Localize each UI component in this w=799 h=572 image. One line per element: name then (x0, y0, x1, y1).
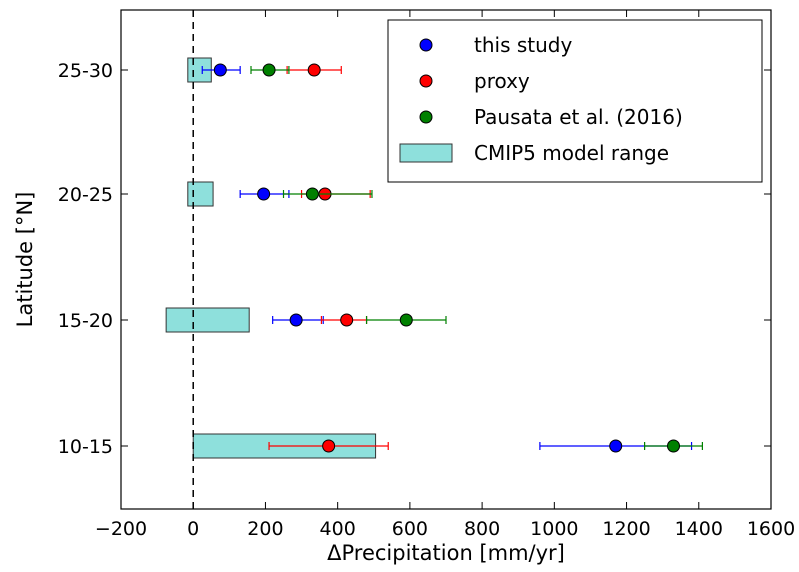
x-tick-label: 1200 (602, 518, 650, 540)
data-point (262, 63, 276, 77)
x-tick-label: 0 (187, 518, 199, 540)
data-point (667, 439, 680, 453)
legend: this study proxy Pausata et al. (2016) CMIP… (387, 19, 763, 183)
legend-marker (419, 74, 433, 88)
axis-ticks: −200 0 200 400 600 800 1000 1200 1400 1600 10-15 15… (58, 10, 795, 540)
legend-label: Pausata et al. (2016) (474, 105, 683, 129)
data-series (201, 63, 703, 453)
x-axis-title: ΔPrecipitation [mm/yr] (327, 541, 565, 565)
x-tick-label: 1600 (747, 518, 795, 540)
x-tick-label: 1000 (530, 518, 578, 540)
y-tick-label: 25-30 (58, 60, 113, 82)
data-point (307, 63, 321, 77)
legend-range-swatch (399, 143, 453, 163)
y-tick-label: 20-25 (58, 184, 113, 206)
legend-label: CMIP5 model range (474, 141, 669, 165)
data-point (609, 439, 623, 453)
x-tick-label: −200 (95, 518, 147, 540)
x-tick-label: 1400 (675, 518, 723, 540)
data-point (289, 313, 303, 327)
legend-marker (419, 110, 433, 124)
x-tick-label: 600 (392, 518, 428, 540)
range-bar-20-25 (187, 181, 214, 207)
legend-marker (419, 38, 433, 52)
legend-label: this study (474, 33, 572, 57)
data-point (305, 187, 319, 201)
y-tick-label: 10-15 (58, 436, 113, 458)
data-point (322, 439, 336, 453)
x-tick-label: 400 (320, 518, 356, 540)
plot-area-frame (120, 9, 772, 510)
y-axis-title: Latitude [°N] (13, 192, 37, 328)
y-tick-label: 15-20 (58, 310, 113, 332)
data-point (340, 313, 354, 327)
series-pausata-et-al-2016- (250, 63, 703, 453)
legend-label: proxy (474, 69, 530, 93)
range-bar-15-20 (165, 307, 250, 333)
x-tick-label: 800 (464, 518, 500, 540)
data-point (213, 63, 227, 77)
data-point (257, 187, 271, 201)
series-this-study (201, 63, 693, 453)
x-tick-label: 200 (247, 518, 283, 540)
data-point (399, 313, 413, 327)
